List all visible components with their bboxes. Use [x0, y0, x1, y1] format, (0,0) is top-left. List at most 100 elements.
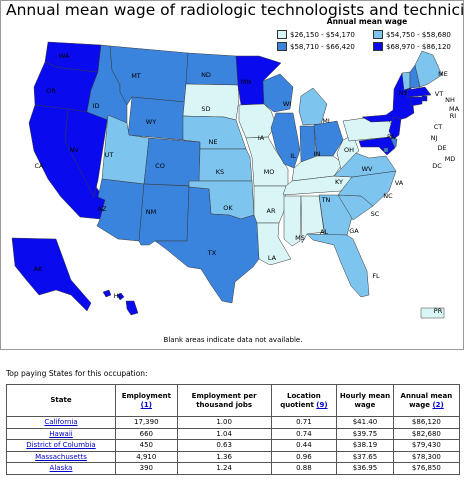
footnote-link[interactable]: (9): [316, 400, 328, 409]
cell-annual-wage: $82,680: [392, 427, 461, 440]
state-label-ms: MS: [295, 234, 305, 242]
state-label-wa: WA: [59, 52, 70, 60]
cell-location-quotient: 0.44: [270, 439, 338, 452]
state-ar[interactable]: [253, 185, 287, 224]
state-link[interactable]: California: [44, 418, 78, 427]
state-ma[interactable]: [406, 86, 432, 98]
state-ms[interactable]: [283, 195, 302, 247]
legend-item: $26,150 - $54,170: [277, 30, 355, 39]
state-label-nh: NH: [445, 96, 455, 104]
cell-annual-wage: $76,850: [392, 462, 461, 475]
state-label-ut: UT: [105, 151, 114, 159]
state-label-tx: TX: [207, 249, 217, 257]
state-label-mi: MI: [322, 117, 330, 125]
state-label-hi: HI: [114, 292, 121, 300]
table-row: California 17,390 1.00 0.71 $41.40 $86,1…: [6, 416, 461, 429]
state-label-sd: SD: [201, 105, 210, 113]
state-link[interactable]: Hawaii: [49, 429, 73, 438]
cell-employment: 17,390: [115, 416, 178, 429]
state-ri[interactable]: [421, 95, 428, 102]
state-co[interactable]: [143, 137, 201, 187]
cell-annual-wage: $79,430: [392, 439, 461, 452]
cell-location-quotient: 0.96: [270, 450, 338, 463]
table-row: Hawaii 660 1.04 0.74 $39.75 $82,680: [6, 427, 461, 440]
col-header-label: Employment: [121, 391, 171, 400]
state-label-ca: CA: [35, 162, 45, 170]
state-label-id: ID: [93, 102, 100, 110]
state-hi[interactable]: [102, 289, 139, 316]
state-label-il: IL: [290, 152, 296, 160]
table-row: Massachusetts 4,910 1.36 0.96 $37.65 $78…: [6, 450, 461, 463]
state-label-wv: WV: [362, 165, 373, 173]
state-labels: WA OR CA NV ID MT WY UT AZ CO NM ND SD NE KS OK TX MN IA MO…: [34, 52, 460, 315]
col-header-label: Hourly mean wage: [339, 391, 391, 409]
map-note: Blank areas indicate data not available.: [163, 336, 303, 344]
state-mo[interactable]: [245, 136, 289, 187]
col-header-label: Employment per thousand jobs: [191, 391, 257, 409]
state-label-nd: ND: [201, 71, 211, 79]
state-label-ok: OK: [223, 204, 233, 212]
state-label-ny: NY: [399, 89, 408, 97]
footnote-link[interactable]: (1): [140, 400, 152, 409]
footnote-link[interactable]: (2): [432, 400, 444, 409]
map-legend: Annual mean wage $26,150 - $54,170 $54,7…: [273, 17, 461, 57]
state-label-sc: SC: [371, 210, 380, 218]
state-label-ri: RI: [450, 112, 457, 120]
state-label-va: VA: [395, 179, 404, 187]
cell-employment: 390: [115, 462, 178, 475]
state-label-la: LA: [268, 254, 277, 262]
state-label-ne: NE: [209, 138, 218, 146]
map-title: Annual mean wage of radiologic technolog…: [6, 1, 464, 19]
state-label-ct: CT: [434, 123, 443, 131]
state-fl[interactable]: [306, 233, 370, 298]
cell-emp-per-thousand: 0.63: [176, 439, 272, 452]
state-pr[interactable]: [420, 307, 445, 319]
state-label-nm: NM: [146, 208, 156, 216]
cell-state: Hawaii: [6, 427, 116, 440]
state-label-md: MD: [445, 155, 456, 163]
cell-employment: 4,910: [115, 450, 178, 463]
state-link[interactable]: Massachusetts: [35, 452, 87, 461]
state-la[interactable]: [256, 222, 292, 266]
state-label-nv: NV: [69, 146, 79, 154]
state-me[interactable]: [414, 50, 443, 88]
legend-item: $54,750 - $58,680: [373, 30, 451, 39]
legend-item: $58,710 - $66,420: [277, 42, 355, 51]
state-label-az: AZ: [98, 205, 107, 213]
state-label-wi: WI: [283, 100, 291, 108]
cell-emp-per-thousand: 1.36: [176, 450, 272, 463]
state-ct[interactable]: [410, 96, 423, 107]
state-oh[interactable]: [313, 120, 344, 157]
state-il[interactable]: [270, 112, 301, 169]
state-tx[interactable]: [154, 186, 266, 304]
state-label-fl: FL: [372, 272, 380, 280]
cell-employment: 450: [115, 439, 178, 452]
cell-state: Alaska: [6, 462, 116, 475]
cell-location-quotient: 0.88: [270, 462, 338, 475]
cell-state: District of Columbia: [6, 439, 116, 452]
state-ks[interactable]: [198, 148, 253, 182]
state-wi[interactable]: [262, 73, 294, 113]
cell-emp-per-thousand: 1.24: [176, 462, 272, 475]
state-link[interactable]: Alaska: [49, 464, 73, 473]
state-al[interactable]: [300, 195, 325, 244]
table-caption: Top paying States for this occupation:: [6, 369, 148, 378]
wage-table-wrap: State Employment (1) Employment per thou…: [6, 384, 461, 475]
state-nj[interactable]: [388, 116, 402, 141]
state-label-ia: IA: [258, 134, 265, 142]
state-ak[interactable]: [11, 237, 92, 312]
cell-hourly-wage: $41.40: [336, 416, 394, 429]
state-sd[interactable]: [182, 83, 240, 121]
state-wy[interactable]: [127, 96, 186, 141]
state-dc[interactable]: [383, 147, 389, 153]
col-header-label: State: [50, 396, 72, 404]
legend-item: $68,970 - $86,120: [373, 42, 451, 51]
state-link[interactable]: District of Columbia: [26, 441, 96, 450]
cell-state: California: [6, 416, 116, 429]
cell-state: Massachusetts: [6, 450, 116, 463]
state-ga[interactable]: [318, 194, 353, 237]
state-label-nc: NC: [383, 192, 393, 200]
state-label-nj: NJ: [431, 134, 438, 142]
table-header-row: State Employment (1) Employment per thou…: [6, 384, 461, 417]
state-nd[interactable]: [185, 52, 239, 86]
